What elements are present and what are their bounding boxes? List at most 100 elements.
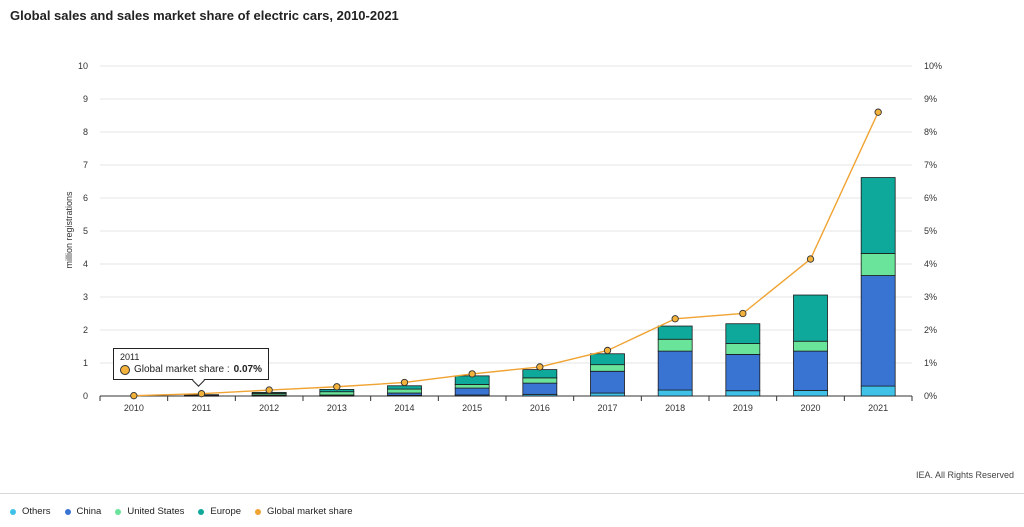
y-tick-label: 0 xyxy=(83,391,88,401)
legend-dot-icon xyxy=(255,508,262,515)
y-tick-label: 1 xyxy=(83,358,88,368)
y-axis-right: 0% 1% 2% 3% 4% 5% 6% 7% 8% 9% 10% xyxy=(924,61,942,401)
bar-segment-china xyxy=(860,275,896,387)
legend: Others China United States Europe Global… xyxy=(10,506,367,517)
credit-text: IEA. All Rights Reserved xyxy=(915,470,1014,480)
legend-item-global-market-share[interactable]: Global market share xyxy=(255,506,353,517)
bar-segment-others xyxy=(590,392,625,397)
y-tick-label: 2 xyxy=(83,325,88,335)
bar-segment-united-states xyxy=(590,364,625,372)
market-share-point xyxy=(536,363,544,371)
y2-tick-label: 5% xyxy=(924,226,937,236)
bar-segment-others xyxy=(860,385,896,397)
bar-segment-china xyxy=(793,350,828,391)
bar-segment-united-states xyxy=(793,340,828,352)
bar-segment-united-states xyxy=(454,384,490,389)
bar-segment-united-states xyxy=(522,377,558,384)
x-tick-label: 2018 xyxy=(665,403,685,413)
chart-title: Global sales and sales market share of e… xyxy=(10,8,399,23)
bar-segment-china xyxy=(657,350,693,391)
tooltip-label: Global market share : xyxy=(134,364,230,375)
x-tick-label: 2021 xyxy=(868,403,888,413)
y-tick-label: 7 xyxy=(83,160,88,170)
y-tick-label: 8 xyxy=(83,127,88,137)
legend-item-china[interactable]: China xyxy=(64,506,102,517)
legend-item-europe[interactable]: Europe xyxy=(198,506,241,517)
x-tick-label: 2017 xyxy=(597,403,617,413)
bar-segment-europe xyxy=(590,353,625,366)
x-tick-label: 2020 xyxy=(800,403,820,413)
bar-segment-europe xyxy=(725,323,761,344)
legend-item-united-states[interactable]: United States xyxy=(115,506,184,517)
y2-tick-label: 0% xyxy=(924,391,937,401)
y-tick-label: 4 xyxy=(83,259,88,269)
bar-segment-china xyxy=(454,387,490,396)
y2-tick-label: 9% xyxy=(924,94,937,104)
bar-segment-others xyxy=(725,390,761,397)
bar-segment-europe xyxy=(793,294,828,342)
x-tick-label: 2019 xyxy=(733,403,753,413)
y-tick-label: 5 xyxy=(83,226,88,236)
market-share-line xyxy=(130,108,882,400)
market-share-point xyxy=(265,386,273,394)
x-tick-label: 2010 xyxy=(124,403,144,413)
tooltip-value: 0.07% xyxy=(233,364,262,375)
legend-label: United States xyxy=(127,506,185,517)
y2-tick-label: 6% xyxy=(924,193,937,203)
market-share-point xyxy=(333,383,341,391)
bar-segment-others xyxy=(793,389,828,397)
market-share-point xyxy=(603,346,612,355)
y-axis-left: 0 1 2 3 4 5 6 7 8 9 10 xyxy=(78,61,88,401)
legend-label: Others xyxy=(22,506,51,517)
bar-segment-united-states xyxy=(657,338,693,352)
y-tick-label: 3 xyxy=(83,292,88,302)
gridlines xyxy=(100,65,912,364)
legend-dot-icon xyxy=(198,508,205,515)
market-share-point xyxy=(197,390,206,398)
y-tick-label: 6 xyxy=(83,193,88,203)
bar-segment-united-states xyxy=(860,253,896,276)
legend-label: China xyxy=(76,506,102,517)
bar-segment-europe xyxy=(387,385,422,390)
legend-dot-icon xyxy=(64,508,71,515)
chart-area: 0 1 2 3 4 5 6 7 8 9 10 0% 1% 2% 3% 4% 5% 6% 7% 8% 9% 10% 201… xyxy=(64,61,942,413)
y2-tick-label: 1% xyxy=(924,358,937,368)
market-share-path xyxy=(133,111,879,397)
y2-tick-label: 8% xyxy=(924,127,937,137)
legend-dot-icon xyxy=(115,508,122,515)
market-share-point xyxy=(671,315,679,323)
y2-tick-label: 4% xyxy=(924,259,937,269)
x-tick-label: 2015 xyxy=(462,403,482,413)
bar-segment-europe xyxy=(522,369,558,379)
bar-stacks xyxy=(184,177,896,397)
bar-segment-united-states xyxy=(319,391,355,396)
bar-segment-china xyxy=(590,370,625,394)
bar-segment-united-states xyxy=(725,343,761,355)
market-share-point xyxy=(468,370,476,378)
y-axis-label: million registrations xyxy=(64,191,74,269)
bar-segment-europe xyxy=(860,177,896,254)
y2-tick-label: 3% xyxy=(924,292,937,302)
bar-segment-europe xyxy=(657,325,693,340)
legend-dot-icon xyxy=(10,508,16,515)
market-share-point xyxy=(739,309,747,318)
x-tick-label: 2011 xyxy=(192,403,211,413)
legend-label: Europe xyxy=(210,506,242,517)
market-share-point xyxy=(400,378,409,387)
x-tick-label: 2013 xyxy=(327,403,347,413)
y-tick-label: 10 xyxy=(78,61,88,71)
tooltip: 2011 Global market share : 0.07% xyxy=(113,348,269,380)
y2-tick-label: 10% xyxy=(924,61,942,71)
y-tick-label: 9 xyxy=(83,94,88,104)
market-share-point xyxy=(806,255,815,263)
legend-item-others[interactable]: Others xyxy=(10,506,51,517)
x-tick-label: 2014 xyxy=(394,403,414,413)
divider xyxy=(0,493,1024,494)
y2-tick-label: 2% xyxy=(924,325,937,335)
x-axis: 2010 2011 2012 2013 2014 2015 2016 2017 2018 2019… xyxy=(99,395,913,413)
tooltip-marker-icon xyxy=(120,364,130,375)
bar-segment-china xyxy=(725,354,761,392)
x-tick-label: 2016 xyxy=(530,403,550,413)
bar-segment-others xyxy=(657,389,693,397)
market-share-point xyxy=(130,392,138,400)
